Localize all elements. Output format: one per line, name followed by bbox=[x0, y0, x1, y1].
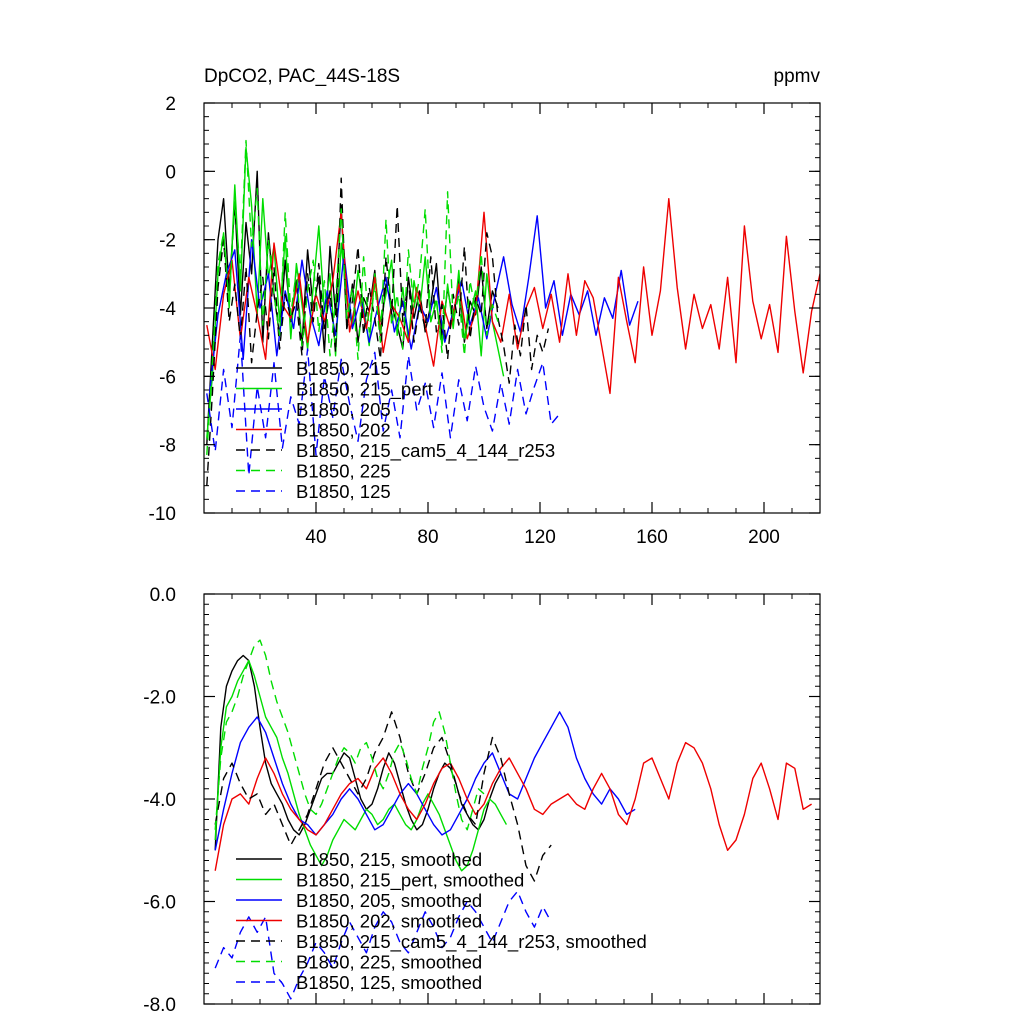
top-panel: DpCO2, PAC_44S-18S ppmv 2 0 -2 -4 -6 -8 -10 40 8… bbox=[149, 66, 821, 548]
bottom-series-group bbox=[214, 639, 812, 1000]
bottom-legend-label-4: B1850, 215_cam5_4_144_r253, smoothed bbox=[296, 931, 647, 953]
bottom-y-tick-label: -4.0 bbox=[143, 790, 176, 811]
top-x-tick-label: 40 bbox=[305, 527, 326, 548]
top-y-tick-label: -2 bbox=[159, 231, 176, 252]
bottom-series-line-0 bbox=[214, 654, 502, 851]
bottom-series-line-3 bbox=[214, 741, 812, 871]
top-x-tick-label: 120 bbox=[524, 527, 556, 548]
top-legend-label-0: B1850, 215 bbox=[296, 358, 391, 379]
top-legend-label-5: B1850, 225 bbox=[296, 461, 391, 482]
bottom-legend-label-1: B1850, 215_pert, smoothed bbox=[296, 870, 524, 892]
top-series-line-5 bbox=[206, 139, 499, 455]
bottom-y-tick-label: -2.0 bbox=[143, 688, 176, 709]
bottom-y-tick-label: -6.0 bbox=[143, 893, 176, 914]
top-x-tick-label: 200 bbox=[748, 527, 780, 548]
bottom-series-line-1 bbox=[214, 659, 508, 872]
top-series-line-2 bbox=[208, 215, 639, 394]
bottom-legend-label-3: B1850, 202, smoothed bbox=[296, 911, 482, 932]
bottom-panel: 0.0 -2.0 -4.0 -6.0 -8.0 B1850, 215, smoothed… bbox=[143, 585, 821, 1016]
bottom-legend-label-2: B1850, 205, smoothed bbox=[296, 890, 482, 911]
top-y-tick-label: 2 bbox=[165, 94, 176, 115]
bottom-series-line-5 bbox=[214, 639, 485, 831]
top-y-tick-label: -6 bbox=[159, 367, 176, 388]
top-y-tick-label: 0 bbox=[165, 162, 176, 183]
top-y-tick-label: -4 bbox=[159, 299, 176, 320]
top-series-line-4 bbox=[206, 177, 550, 486]
top-series-line-3 bbox=[206, 197, 820, 395]
top-legend-label-4: B1850, 215_cam5_4_144_r253 bbox=[296, 440, 555, 462]
bottom-legend-label-6: B1850, 125, smoothed bbox=[296, 972, 482, 993]
bottom-series-line-6 bbox=[214, 890, 552, 1000]
top-chart-units: ppmv bbox=[774, 66, 821, 87]
bottom-y-tick-label: -8.0 bbox=[143, 995, 176, 1016]
bottom-series-line-2 bbox=[214, 711, 636, 851]
bottom-legend-label-5: B1850, 225, smoothed bbox=[296, 952, 482, 973]
bottom-y-tick-label: 0.0 bbox=[150, 585, 176, 606]
bottom-plot-frame bbox=[203, 593, 821, 1005]
bottom-legend-label-0: B1850, 215, smoothed bbox=[296, 849, 482, 870]
top-legend-label-6: B1850, 125 bbox=[296, 481, 391, 502]
top-y-tick-label: -8 bbox=[159, 436, 176, 457]
top-y-tick-label: -10 bbox=[149, 504, 176, 525]
top-legend-label-3: B1850, 202 bbox=[296, 420, 391, 441]
top-series-group bbox=[206, 139, 820, 486]
top-axes: 2 0 -2 -4 -6 -8 -10 40 80 120 160 200 bbox=[149, 94, 820, 548]
top-x-tick-label: 160 bbox=[636, 527, 668, 548]
top-series-line-6 bbox=[206, 334, 561, 477]
top-legend-label-2: B1850, 205 bbox=[296, 399, 391, 420]
top-plot-frame bbox=[203, 102, 821, 514]
top-legend-label-1: B1850, 215_pert bbox=[296, 379, 433, 401]
bottom-series-line-4 bbox=[214, 711, 552, 882]
top-x-tick-label: 80 bbox=[417, 527, 438, 548]
top-chart-title: DpCO2, PAC_44S-18S bbox=[204, 66, 400, 87]
